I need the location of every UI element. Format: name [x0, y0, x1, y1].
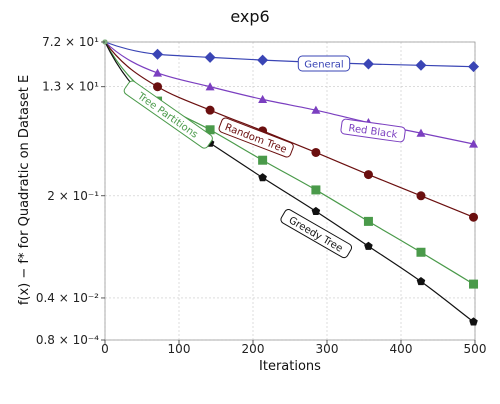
series-general: [102, 39, 480, 73]
general-point: [257, 54, 269, 66]
chart-title: exp6: [230, 7, 269, 26]
y-tick-label: 0.8 × 10⁻⁴: [36, 333, 99, 347]
greedy-tree-point: [258, 173, 267, 182]
x-tick-label: 200: [242, 342, 265, 356]
red-black-label-frame: [340, 118, 406, 143]
random-tree-point: [363, 170, 373, 180]
red-black-point: [469, 139, 479, 148]
random-tree-label-box: Random Tree: [218, 117, 294, 158]
random-tree-point: [311, 147, 321, 157]
greedy-tree-point: [364, 241, 373, 250]
plot-area-frame: [104, 41, 476, 341]
random-tree-point: [416, 191, 426, 201]
general-label-frame: [297, 55, 351, 72]
tree-partitions-point: [205, 125, 215, 135]
tree-partitions-point: [469, 279, 479, 289]
red-black-point: [311, 105, 321, 114]
red-black-point: [153, 68, 163, 77]
x-tick-label: 100: [168, 342, 191, 356]
red-black-point: [416, 128, 426, 137]
ticks: 0 100 200 300 400 500 0.8 × 10⁻⁴ 0.4 × 10⁻² 2 × …: [36, 35, 487, 356]
series-tree-partitions: [102, 39, 479, 289]
general-point: [362, 58, 374, 70]
greedy-tree-point: [416, 277, 426, 286]
tree-partitions-label: Tree Partitions: [134, 90, 199, 140]
y-tick-label: 7.2 × 10¹: [42, 35, 99, 49]
greedy-tree-label: Greedy Tree: [287, 215, 345, 255]
y-tick-label: 0.4 × 10⁻²: [36, 291, 99, 305]
x-tick-label: 300: [316, 342, 339, 356]
y-tick-label: 2 × 10⁻¹: [47, 189, 99, 203]
y-axis-label: f(x) − f* for Quadratic on Dataset E: [17, 75, 32, 305]
random-tree-point: [153, 82, 163, 92]
x-axis-label: Iterations: [259, 359, 321, 374]
x-tick-label: 500: [464, 342, 487, 356]
tree-partitions-label-box: Tree Partitions: [123, 80, 213, 149]
general-label: General: [304, 60, 343, 71]
x-tick-label: 400: [390, 342, 413, 356]
red-black-label-box: Red Black: [340, 118, 406, 143]
tree-partitions-label-frame: [123, 80, 213, 149]
general-point: [204, 51, 216, 63]
greedy-tree-label-box: Greedy Tree: [280, 208, 353, 259]
y-tick-label: 1.3 × 10¹: [42, 80, 99, 94]
series-layer: [102, 39, 480, 326]
tree-partitions-point: [416, 247, 426, 257]
red-black-point: [258, 94, 268, 103]
tree-partitions-point: [258, 155, 268, 165]
random-tree-point: [205, 105, 215, 115]
greedy-tree-point: [311, 206, 321, 216]
general-point: [468, 61, 480, 73]
greedy-tree-label-frame: [280, 208, 353, 259]
red-black-line: [104, 41, 474, 145]
x-tick-label: 0: [101, 342, 109, 356]
random-tree-point: [469, 212, 479, 222]
general-point: [415, 59, 427, 71]
random-tree-label-frame: [218, 117, 294, 158]
random-tree-line: [104, 41, 474, 218]
general-point: [152, 48, 164, 60]
greedy-tree-point: [469, 317, 478, 326]
red-black-point: [205, 82, 215, 91]
tree-partitions-point: [363, 216, 373, 226]
tree-partitions-point: [311, 185, 321, 195]
general-label-box: General: [297, 55, 351, 72]
